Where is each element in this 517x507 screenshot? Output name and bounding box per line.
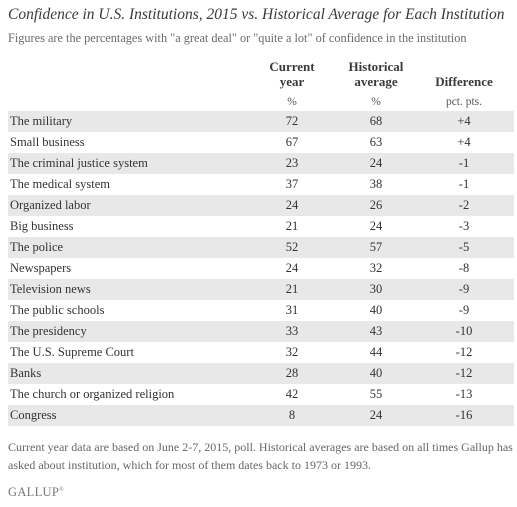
historical-average-value: 32 [369,261,383,275]
logo-text: GALLUP [8,485,60,499]
header-current-line2: year [279,74,305,89]
institution-name: The church or organized religion [10,387,175,401]
historical-average-value: 26 [369,198,383,212]
institution-name: Banks [10,366,42,380]
table-row: Newspapers 24 32 -8 [8,258,514,279]
table-row: The police 52 57 -5 [8,237,514,258]
table-body: The military 72 68 +4 Small business 67 63 +4 Th… [8,111,514,426]
historical-average-value: 55 [369,387,383,401]
historical-average-value: 68 [369,114,383,128]
table-row: Organized labor 24 26 -2 [8,195,514,216]
current-year-value: 8 [288,408,296,422]
header-current-line1: Current [269,59,315,74]
table-row: The presidency 33 43 -10 [8,321,514,342]
historical-average-value: 57 [369,240,383,254]
institution-name: The police [10,240,64,254]
difference-value: -16 [455,408,473,422]
table-row: The medical system 37 38 -1 [8,174,514,195]
current-year-value: 33 [285,324,299,338]
current-year-value: 52 [285,240,299,254]
difference-value: -12 [455,366,473,380]
difference-value: -8 [458,261,470,275]
unit-historical: % [371,96,381,108]
table-row: The church or organized religion 42 55 -13 [8,384,514,405]
institution-name: The criminal justice system [10,156,148,170]
difference-value: -2 [458,198,470,212]
table-row: The criminal justice system 23 24 -1 [8,153,514,174]
current-year-value: 32 [285,345,299,359]
current-year-value: 72 [285,114,299,128]
historical-average-value: 40 [369,303,383,317]
institution-name: Organized labor [10,198,91,212]
header-difference-line1: Difference [435,74,493,89]
historical-average-value: 63 [369,135,383,149]
institution-name: The presidency [10,324,87,338]
table-row: Big business 21 24 -3 [8,216,514,237]
current-year-value: 67 [285,135,299,149]
table-row: The public schools 31 40 -9 [8,300,514,321]
header-historical-line2: average [354,74,398,89]
difference-value: -1 [458,156,470,170]
institution-name: The military [10,114,73,128]
current-year-value: 42 [285,387,299,401]
institution-name: Big business [10,219,74,233]
difference-value: +4 [457,135,471,149]
difference-value: +4 [457,114,471,128]
difference-value: -9 [458,303,470,317]
footnote: Current year data are based on June 2-7,… [8,440,513,472]
difference-value: -1 [458,177,470,191]
historical-average-value: 43 [369,324,383,338]
table-row: The U.S. Supreme Court 32 44 -12 [8,342,514,363]
chart-subtitle: Figures are the percentages with "a grea… [8,31,467,45]
header-historical-line1: Historical [348,59,404,74]
header-difference: Difference [420,74,508,89]
current-year-value: 21 [285,282,299,296]
chart-title: Confidence in U.S. Institutions, 2015 vs… [8,6,505,23]
historical-average-value: 40 [369,366,383,380]
table-row: Banks 28 40 -12 [8,363,514,384]
difference-value: -5 [458,240,470,254]
table-row: Television news 21 30 -9 [8,279,514,300]
current-year-value: 37 [285,177,299,191]
historical-average-value: 24 [369,156,383,170]
historical-average-value: 24 [369,408,383,422]
institution-name: Small business [10,135,85,149]
historical-average-value: 44 [369,345,383,359]
current-year-value: 31 [285,303,299,317]
historical-average-value: 30 [369,282,383,296]
institution-name: Newspapers [10,261,72,275]
difference-value: -10 [455,324,473,338]
institution-name: Congress [10,408,57,422]
table-row: The military 72 68 +4 [8,111,514,132]
historical-average-value: 38 [369,177,383,191]
table-row: Congress 8 24 -16 [8,405,514,426]
current-year-value: 21 [285,219,299,233]
institution-name: Television news [10,282,91,296]
unit-difference: pct. pts. [445,96,483,108]
trademark-mark: ® [59,486,64,493]
table-row: Small business 67 63 +4 [8,132,514,153]
institution-name: The medical system [10,177,110,191]
difference-value: -9 [458,282,470,296]
current-year-value: 24 [285,261,299,275]
difference-value: -12 [455,345,473,359]
institution-name: The public schools [10,303,105,317]
unit-current: % [287,96,297,108]
difference-value: -3 [458,219,470,233]
gallup-logo: GALLUP® [8,485,64,500]
current-year-value: 28 [285,366,299,380]
historical-average-value: 24 [369,219,383,233]
institution-name: The U.S. Supreme Court [10,345,134,359]
difference-value: -13 [455,387,473,401]
header-historical-average: Historical average [332,59,420,89]
header-current-year: Current year [248,59,336,89]
current-year-value: 23 [285,156,299,170]
current-year-value: 24 [285,198,299,212]
